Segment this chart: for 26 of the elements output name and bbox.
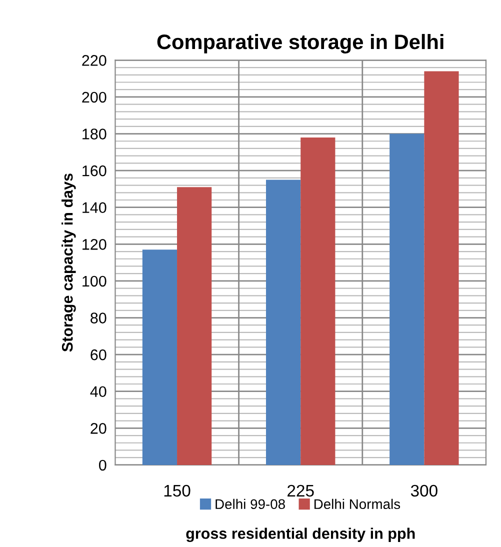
y-tick-label: 200	[82, 92, 106, 103]
y-tick-label: 20	[90, 423, 106, 434]
x-axis-title: gross residential density in pph	[186, 528, 415, 542]
bar	[266, 180, 301, 465]
y-tick-label: 140	[82, 202, 106, 214]
y-tick-label: 0	[99, 460, 106, 471]
y-tick-label: 60	[90, 349, 106, 360]
bar	[177, 187, 212, 465]
x-tick-label: 300	[410, 484, 438, 497]
legend-label: Delhi 99-08	[216, 498, 285, 510]
y-tick-label: 120	[82, 239, 106, 250]
y-tick-label: 80	[90, 312, 106, 324]
legend-label: Delhi Normals	[314, 498, 400, 510]
chart-title: Comparative storage in Delhi	[157, 34, 444, 54]
x-tick-label: 150	[164, 484, 190, 497]
bar	[142, 250, 178, 465]
y-tick-label: 160	[82, 165, 106, 176]
bar	[390, 134, 424, 465]
bar	[300, 137, 336, 465]
x-tick-label: 225	[288, 484, 314, 497]
y-axis-title: Storage capacity in days	[62, 174, 76, 352]
y-tick-label: 180	[82, 128, 106, 140]
y-tick-label: 100	[82, 276, 106, 287]
bar	[424, 71, 459, 465]
y-tick-label: 220	[82, 55, 106, 66]
y-tick-label: 40	[90, 386, 106, 398]
